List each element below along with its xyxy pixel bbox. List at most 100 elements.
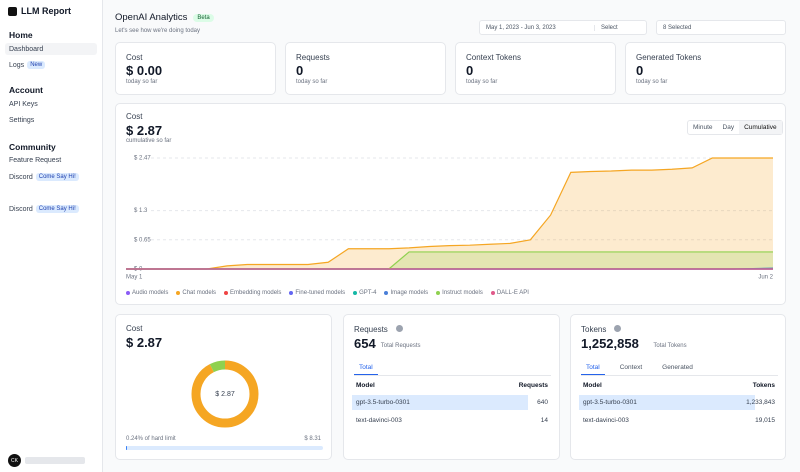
legend-item[interactable]: Fine-tuned models (289, 290, 345, 296)
page-subtitle: Let's see how we're doing today (115, 28, 200, 34)
section-heading: Account (9, 85, 43, 95)
cost-breakdown-card: Cost $ 2.87 $ 2.87 0.24% of hard limit $… (115, 314, 332, 460)
nav-item[interactable]: LogsNew (9, 61, 45, 69)
legend-label: Embedding models (230, 290, 281, 296)
stat-card: Context Tokens0today so far (455, 42, 616, 95)
page-title: OpenAI Analytics (115, 12, 187, 23)
legend-item[interactable]: Image models (384, 290, 428, 296)
cell-model: gpt-3.5-turbo-0301 (583, 399, 637, 406)
brand[interactable]: LLM Report (8, 6, 71, 16)
tab[interactable]: Context (615, 361, 647, 375)
legend-swatch (126, 291, 130, 295)
tab[interactable]: Generated (657, 361, 698, 375)
nav-item[interactable]: Settings (9, 117, 34, 124)
y-tick-label: $ 2.47 (134, 156, 151, 162)
nav-badge: New (27, 61, 45, 69)
legend-swatch (353, 291, 357, 295)
legend-swatch (436, 291, 440, 295)
donut-center-label: $ 2.87 (215, 391, 235, 398)
card-total-label: Total Requests (381, 343, 421, 349)
stat-value: 0 (636, 63, 643, 78)
legend-item[interactable]: Instruct models (436, 290, 483, 296)
stat-card: Cost$ 0.00today so far (115, 42, 276, 95)
table-row: text-davinci-00319,015 (579, 413, 779, 428)
column-header: Requests (519, 382, 548, 389)
stat-note: today so far (466, 79, 497, 85)
beta-badge: Beta (193, 14, 213, 22)
x-tick-label: May 1 (126, 275, 143, 281)
tokens-card: Tokens1,252,858Total TokensTotalContextG… (570, 314, 786, 460)
legend-item[interactable]: Audio models (126, 290, 168, 296)
table-row: gpt-3.5-turbo-0301640 (352, 395, 552, 410)
legend-swatch (289, 291, 293, 295)
tab-bar: Total Context Generated (581, 361, 778, 376)
legend-swatch (384, 291, 388, 295)
x-tick-label: Jun 2 (758, 275, 773, 281)
avatar: CK (8, 454, 21, 467)
legend-item[interactable]: Embedding models (224, 290, 281, 296)
nav-item[interactable]: DiscordCome Say Hi! (9, 173, 79, 181)
legend-label: Fine-tuned models (295, 290, 345, 296)
tab[interactable]: Total (354, 361, 378, 375)
stat-value: 0 (466, 63, 473, 78)
model-filter[interactable]: 8 Selected (656, 20, 786, 35)
legend-swatch (224, 291, 228, 295)
header: OpenAI Analytics Beta (115, 12, 214, 23)
y-tick-label: $ 0.65 (134, 237, 151, 243)
nav-label: Settings (9, 117, 34, 124)
cell-model: text-davinci-003 (583, 417, 629, 424)
nav-item[interactable]: API Keys (9, 101, 38, 108)
legend-label: Image models (390, 290, 428, 296)
cell-value: 14 (541, 417, 548, 424)
stat-label: Context Tokens (466, 53, 521, 62)
legend-label: Audio models (132, 290, 168, 296)
date-picker[interactable]: May 1, 2023 - Jun 3, 2023 Select (479, 20, 647, 35)
cell-model: gpt-3.5-turbo-0301 (356, 399, 410, 406)
legend-item[interactable]: DALL-E API (491, 290, 529, 296)
stat-value: $ 0.00 (126, 63, 162, 78)
nav-item[interactable]: Dashboard (5, 43, 97, 55)
tab[interactable]: Total (581, 361, 605, 375)
legend-label: Chat models (182, 290, 216, 296)
legend-label: GPT-4 (359, 290, 376, 296)
card-total: 654 (354, 336, 376, 351)
nav-badge: Come Say Hi! (36, 173, 79, 181)
column-header: Tokens (753, 382, 775, 389)
nav-item[interactable]: DiscordCome Say Hi! (9, 205, 79, 213)
user-name-redacted (25, 457, 85, 464)
nav-label: API Keys (9, 101, 38, 108)
cell-model: text-davinci-003 (356, 417, 402, 424)
requests-card: Requests 654 Total Requests Total ModelReque… (343, 314, 560, 460)
info-icon (614, 325, 621, 332)
table: ModelTokensgpt-3.5-turbo-03011,233,843te… (579, 379, 779, 428)
limit-amount: $ 8.31 (304, 436, 321, 442)
logo (8, 7, 17, 16)
nav-item[interactable]: Feature Request (9, 157, 61, 164)
stat-label: Generated Tokens (636, 53, 701, 62)
cell-value: 1,233,843 (746, 399, 775, 406)
table-row: text-davinci-003 14 (352, 413, 552, 428)
legend-item[interactable]: GPT-4 (353, 290, 376, 296)
legend-swatch (491, 291, 495, 295)
table-row: gpt-3.5-turbo-0301 1,233,843 (579, 395, 779, 410)
legend-label: Instruct models (442, 290, 483, 296)
donut-chart: $ 2.87 (116, 315, 333, 435)
nav-label: Logs (9, 62, 24, 69)
stat-card: Requests0today so far (285, 42, 446, 95)
nav-label: Discord (9, 174, 33, 181)
y-tick-label: $ 1.3 (134, 208, 148, 214)
brand-name: LLM Report (21, 6, 71, 16)
stat-label: Requests (296, 53, 330, 62)
card-total-label: Total Tokens (653, 343, 686, 349)
card-title: Tokens (581, 325, 606, 334)
section-heading: Home (9, 30, 33, 40)
legend-item[interactable]: Chat models (176, 290, 216, 296)
legend-swatch (176, 291, 180, 295)
date-select[interactable]: Select (594, 25, 640, 31)
legend-label: DALL-E API (497, 290, 529, 296)
table-header: ModelRequests (352, 379, 552, 392)
limit-track (126, 446, 323, 450)
card-title: Requests (354, 325, 388, 334)
user-menu[interactable]: CK (8, 454, 85, 467)
